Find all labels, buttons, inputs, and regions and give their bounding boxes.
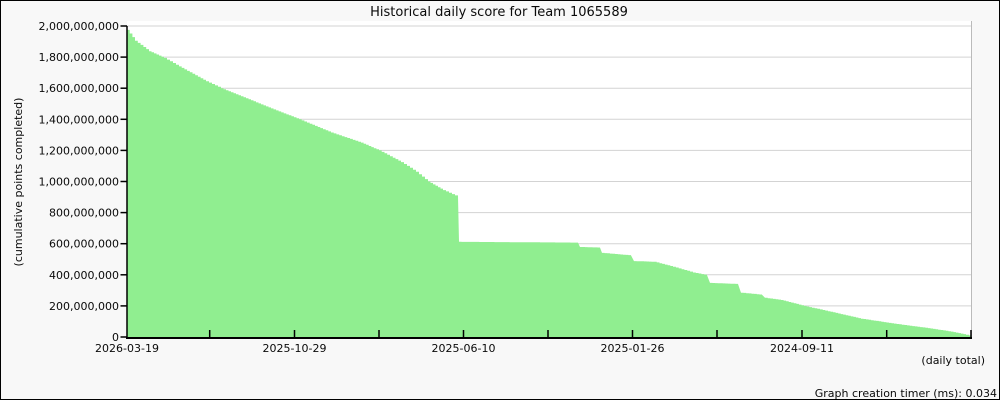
area-series bbox=[127, 29, 972, 338]
y-tick-label: 200,000,000 bbox=[49, 300, 119, 313]
y-tick-label: 800,000,000 bbox=[49, 207, 119, 220]
graph-creation-timer-text: Graph creation timer (ms): 0.034 bbox=[815, 387, 997, 400]
y-axis-ticks: 0 200,000,000 400,000,000 600,000,000 800,00… bbox=[39, 20, 127, 344]
y-tick-label: 2,000,000,000 bbox=[39, 20, 119, 33]
y-tick-label: 1,200,000,000 bbox=[39, 144, 119, 157]
x-tick-label: 2025-01-26 bbox=[601, 342, 665, 355]
y-axis-label: (cumulative points completed) bbox=[12, 98, 25, 267]
y-tick-label: 0 bbox=[112, 331, 119, 344]
y-tick-label: 600,000,000 bbox=[49, 238, 119, 251]
y-tick-label: 1,000,000,000 bbox=[39, 176, 119, 189]
y-tick-label: 1,400,000,000 bbox=[39, 113, 119, 126]
x-tick-label: 2024-09-11 bbox=[770, 342, 834, 355]
y-tick-label: 1,800,000,000 bbox=[39, 51, 119, 64]
y-tick-label: 1,600,000,000 bbox=[39, 82, 119, 95]
x-axis-caption: (daily total) bbox=[921, 354, 985, 367]
x-axis-ticks: 2026-03-19 2025-10-29 2025-06-10 2025-01-26… bbox=[95, 330, 972, 355]
y-tick-label: 400,000,000 bbox=[49, 269, 119, 282]
x-tick-label: 2025-10-29 bbox=[263, 342, 327, 355]
x-tick-label: 2025-06-10 bbox=[432, 342, 496, 355]
chart-title: Historical daily score for Team 1065589 bbox=[370, 5, 628, 20]
x-tick-label: 2026-03-19 bbox=[95, 342, 159, 355]
